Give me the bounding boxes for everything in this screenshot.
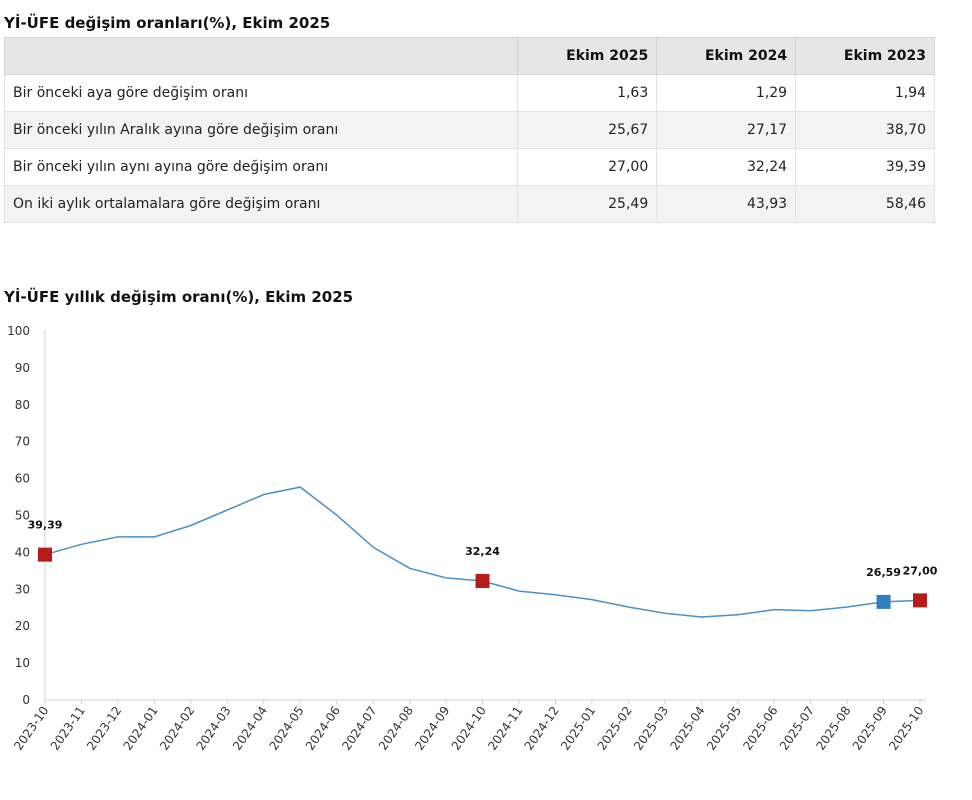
cell-value: 25,49 [517,185,658,223]
x-tick-label: 2023-11 [48,704,88,753]
x-tick-label: 2025-02 [595,704,635,753]
y-tick-label: 0 [22,693,30,707]
column-header-label [3,37,519,75]
data-point-marker [913,593,927,608]
cell-value: 25,67 [517,111,658,149]
row-label: On iki aylık ortalamalara göre değişim o… [3,185,519,223]
x-tick-label: 2024-09 [412,704,452,753]
x-tick-label: 2025-05 [704,704,744,753]
x-tick-label: 2024-05 [266,704,306,753]
x-tick-label: 2024-12 [522,704,562,753]
x-tick-label: 2024-11 [485,704,525,753]
x-tick-label: 2025-04 [667,704,707,753]
column-header-ekim-2023: Ekim 2023 [795,37,935,75]
row-label: Bir önceki aya göre değişim oranı [3,74,519,112]
x-tick-label: 2024-03 [194,704,234,753]
data-label: 32,24 [465,545,500,558]
y-tick-label: 90 [15,361,30,375]
x-tick-label: 2025-10 [886,704,926,753]
data-point-marker [876,594,891,609]
x-tick-label: 2025-08 [813,704,853,753]
column-header-ekim-2025: Ekim 2025 [517,37,658,75]
x-tick-label: 2024-10 [449,704,489,753]
x-tick-label: 2023-10 [11,704,51,753]
data-point-marker [475,574,490,589]
cell-value: 43,93 [656,185,797,223]
y-tick-label: 50 [15,509,30,523]
table-header-row: Ekim 2025 Ekim 2024 Ekim 2023 [3,37,935,75]
x-tick-label: 2024-04 [230,704,270,753]
column-header-ekim-2024: Ekim 2024 [656,37,797,75]
y-tick-label: 20 [15,619,30,633]
y-tick-label: 30 [15,582,30,596]
table-row: On iki aylık ortalamalara göre değişim o… [3,185,935,223]
y-tick-label: 70 [15,435,30,449]
x-tick-label: 2025-07 [777,704,817,753]
y-tick-label: 60 [15,472,30,486]
y-tick-label: 80 [15,398,30,412]
x-tick-label: 2024-07 [339,704,379,753]
data-label: 39,39 [28,519,63,532]
row-label: Bir önceki yılın Aralık ayına göre değiş… [3,111,519,149]
x-tick-label: 2024-06 [303,704,343,753]
rates-table: Ekim 2025 Ekim 2024 Ekim 2023 Bir önceki… [3,37,935,223]
cell-value: 32,24 [656,148,797,186]
x-tick-label: 2024-02 [157,704,197,753]
cell-value: 27,17 [656,111,797,149]
x-tick-label: 2025-06 [740,704,780,753]
table-row: Bir önceki yılın Aralık ayına göre değiş… [3,111,935,149]
table-title: Yİ-ÜFE değişim oranları(%), Ekim 2025 [4,14,331,32]
data-label: 27,00 [903,564,938,577]
cell-value: 1,63 [517,74,658,112]
cell-value: 39,39 [795,148,935,186]
line-chart: 0 10 20 30 40 50 60 70 80 90 100 2023-102023-112023… [7,324,938,753]
x-tick-label: 2024-08 [376,704,416,753]
data-label: 26,59 [866,566,901,579]
x-tick-label: 2025-09 [850,704,890,753]
x-tick-label: 2025-03 [631,704,671,753]
x-tick-label: 2023-12 [84,704,124,753]
row-label: Bir önceki yılın aynı ayına göre değişim… [3,148,519,186]
cell-value: 27,00 [517,148,658,186]
table-row: Bir önceki aya göre değişim oranı 1,63 1… [3,74,935,112]
cell-value: 1,94 [795,74,935,112]
y-tick-label: 10 [15,656,30,670]
x-tick-label: 2025-01 [558,704,598,753]
cell-value: 58,46 [795,185,935,223]
chart-title: Yİ-ÜFE yıllık değişim oranı(%), Ekim 202… [4,288,354,306]
cell-value: 38,70 [795,111,935,149]
y-tick-label: 100 [7,324,30,338]
cell-value: 1,29 [656,74,797,112]
x-tick-label: 2024-01 [121,704,161,753]
data-point-marker [38,547,52,562]
y-tick-label: 40 [15,545,30,559]
table-row: Bir önceki yılın aynı ayına göre değişim… [3,148,935,186]
